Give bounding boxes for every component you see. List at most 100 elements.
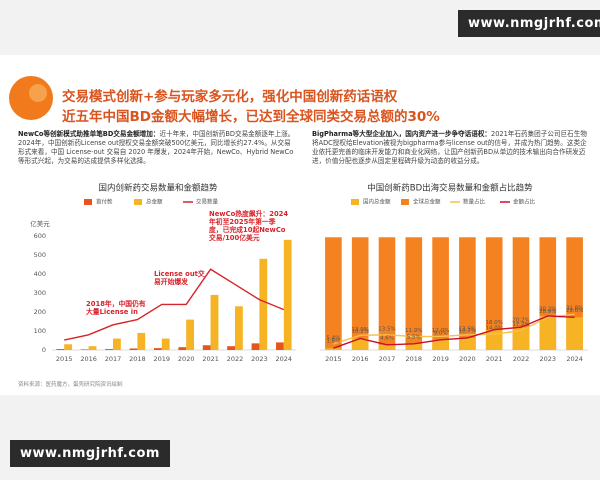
bar [202,345,211,350]
data-label: 11.9% [405,328,422,334]
y-tick-label: 300 [34,289,46,297]
bar [161,338,170,350]
y-axis-label: 亿美元 [30,219,50,228]
y-tick-label: 100 [34,327,46,335]
x-tick-label: 2019 [432,355,449,363]
bar [325,348,342,350]
bar [227,346,235,350]
data-label: 13.5% [459,326,476,332]
bar [137,332,146,350]
bar [485,237,503,350]
legend-label: 金额占比 [513,198,536,206]
x-tick-label: 2024 [566,355,583,363]
x-tick-label: 2022 [513,355,530,363]
annotation: License out交易开始爆发 [154,270,205,286]
chart-wrap: 中国创新药BD出海交易数量和金额占比趋势 国内总金额 全球总金额 数量占比 金额占比 20… [306,180,594,375]
chart-wrap: 国内创新药交易数量和金额趋势 首付款 总金额 交易数量 亿美元 0 100 200 300 400… [14,180,302,375]
line [333,313,575,345]
line [64,268,285,341]
data-label: 30.2% [539,306,556,312]
data-label: 10.2% [351,329,368,335]
bar [432,237,449,350]
watermark: www.nmgjrhf.com [458,10,600,37]
data-label: 18.0% [485,320,502,326]
paragraph: BigPharma等大型企业加入，国内资产进一步争夺话语权：2021年石药集团子… [312,130,590,166]
data-label: 13.5% [378,326,395,332]
data-label: 4.6% [380,335,394,341]
bar [378,237,396,350]
y-tick-label: 400 [34,270,46,278]
x-tick-label: 2015 [325,355,342,363]
x-tick-label: 2023 [251,355,268,363]
x-tick-label: 2015 [56,355,73,363]
bar [88,346,97,350]
legend-swatch [134,199,142,205]
x-tick-label: 2022 [227,355,244,363]
bar [210,294,219,350]
bar [512,327,530,350]
bar [405,237,423,350]
bar [105,349,113,350]
title-line: 近五年中国BD金额大幅增长，已达到全球同类交易总额的30% [62,109,440,125]
data-label: 29.0% [566,308,583,314]
bar [566,317,583,350]
data-label: 1.6% [326,339,340,345]
data-label: 13.0% [351,327,368,333]
y-tick-label: 0 [42,346,46,354]
logo-circle [9,76,53,120]
data-label: 20.2% [512,318,529,324]
data-label: 9.0% [434,330,448,336]
legend-label: 全球总金额 [413,198,441,206]
data-label: 5.4% [326,335,340,341]
data-label: 17.2% [512,322,529,328]
y-tick-label: 600 [34,232,46,240]
bar [64,344,73,350]
slide: 交易模式创新+参与玩家多元化，强化中国创新药话语权 近五年中国BD金额大幅增长，… [0,55,600,395]
bar [351,338,369,350]
legend-swatch [84,199,92,205]
data-label: 14.0% [485,326,502,332]
watermark: www.nmgjrhf.com [10,440,170,467]
bar [459,337,476,350]
para-body: 近十年来，中国创新药BD交易金额逐年上涨。2024年，中国创新药License … [18,130,295,165]
x-tick-label: 2018 [406,355,423,363]
bar [251,343,260,350]
legend-swatch [401,199,409,205]
data-label: 31.8% [566,306,583,312]
source: 资料来源：医药魔方，蛋壳研究院资讯绘制 [18,382,123,388]
x-tick-label: 2024 [276,355,293,363]
x-tick-label: 2020 [459,355,476,363]
para-lead: BigPharma等大型企业加入，国内资产进一步争夺话语权： [312,130,492,138]
bar [80,349,89,350]
x-tick-label: 2023 [540,355,557,363]
x-tick-label: 2021 [486,355,503,363]
legend-label: 总金额 [146,198,163,206]
bar [405,343,423,350]
para-lead: NewCo等创新模式助推单笔BD交易金额增加： [18,130,160,138]
bar [186,319,195,350]
data-label: 5.5% [407,334,421,340]
bar [178,347,187,350]
annotation: 2018年，中国仍有大量License in [86,300,146,316]
y-tick-label: 500 [34,251,46,259]
paragraph: NewCo等创新模式助推单笔BD交易金额增加：近十年来，中国创新药BD交易金额逐… [18,130,296,166]
logo-dot [29,84,47,102]
x-tick-label: 2019 [154,355,171,363]
bar [113,338,121,350]
bar [325,237,342,350]
bar [283,239,292,350]
x-tick-label: 2018 [129,355,146,363]
y-tick-label: 200 [34,308,46,316]
line [333,315,575,349]
chart-title: 中国创新药BD出海交易数量和金额占比趋势 [367,183,533,194]
x-tick-label: 2020 [178,355,195,363]
x-tick-label: 2016 [352,355,369,363]
chart-title: 国内创新药交易数量和金额趋势 [98,183,218,194]
bar [539,315,557,350]
bar [259,258,268,350]
x-tick-label: 2021 [202,355,219,363]
x-tick-label: 2017 [105,355,122,363]
legend-label: 首付款 [96,198,113,206]
legend-label: 国内总金额 [363,198,391,206]
